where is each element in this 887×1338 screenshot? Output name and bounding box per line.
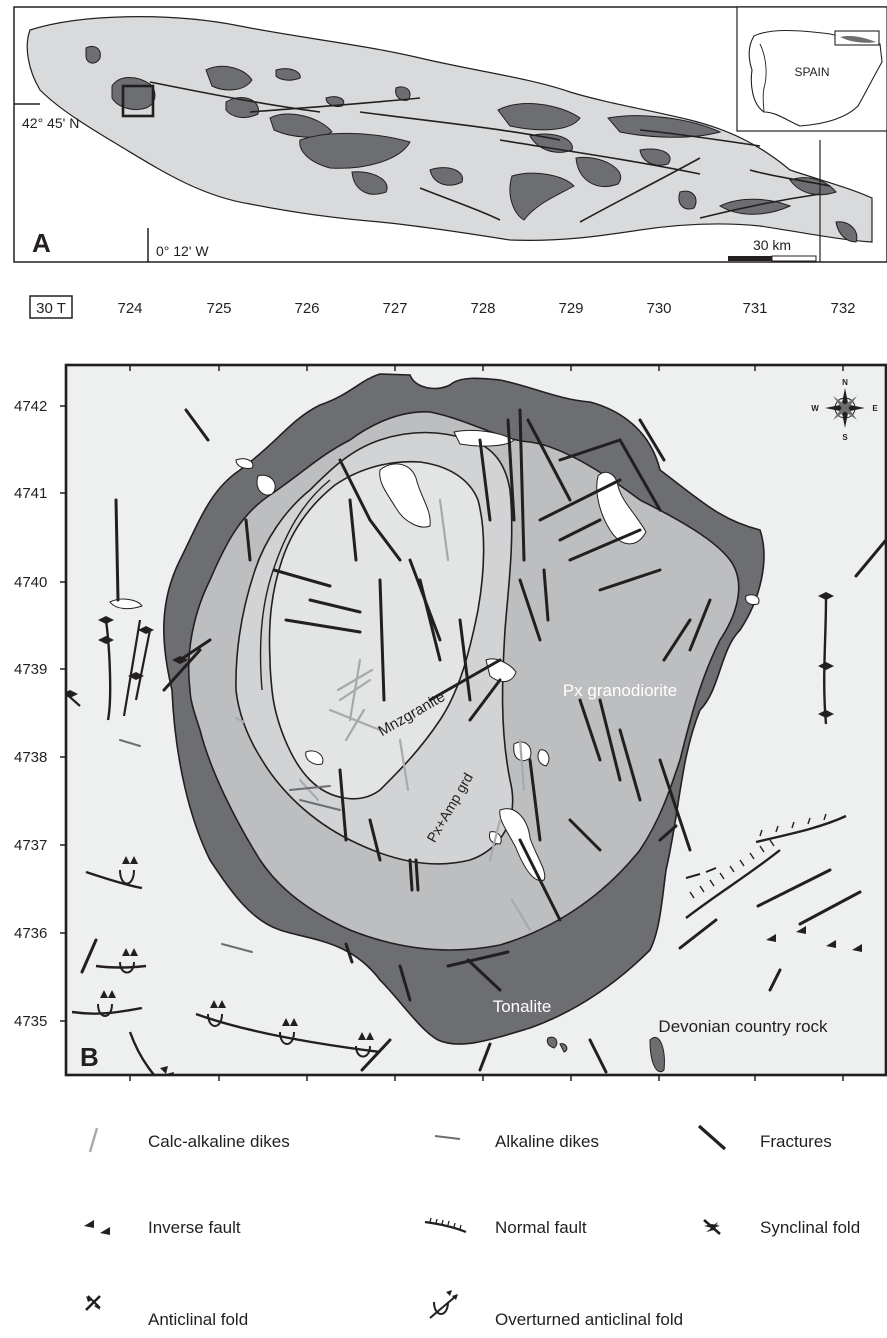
easting-tick: 724 (117, 300, 142, 317)
fold-arrows-on-map (66, 592, 834, 1075)
px-granodiorite-label: Px granodiorite (563, 681, 677, 700)
panel-b-letter: B (80, 1042, 99, 1072)
fractures (80, 408, 886, 1074)
anticlinal-fold-symbol (85, 1295, 101, 1311)
compass-east: E (872, 404, 878, 413)
northing-tick: 4735 (14, 1013, 47, 1030)
easting-tick: 727 (382, 300, 407, 317)
fold-symbols-on-map (97, 869, 371, 1058)
alkaline-dikes-on-map (119, 739, 341, 953)
compass-rose: N S E W (811, 378, 878, 442)
legend-label: Anticlinal fold (148, 1310, 248, 1329)
utm-zone-box (29, 295, 73, 319)
northing-tick: 4737 (14, 837, 47, 854)
frame-ticks (60, 365, 844, 1081)
legend-item-calc-alkaline-dikes: Calc-alkaline dikes (88, 1127, 290, 1153)
northing-tick: 4739 (14, 661, 47, 678)
legend-label: Alkaline dikes (495, 1132, 599, 1151)
inverse-faults-on-map (766, 926, 862, 952)
fracture-symbol (697, 1124, 727, 1151)
study-area-box (121, 84, 155, 118)
legend: Calc-alkaline dikes Alkaline dikes Fract… (84, 1124, 860, 1329)
easting-tick: 728 (470, 300, 495, 317)
easting-tick: 732 (830, 300, 855, 317)
fold-axis-lines-left (66, 619, 152, 717)
easting-tick: 725 (206, 300, 231, 317)
inset-country-label: SPAIN (794, 65, 829, 79)
overturned-anticlinal-fold-symbol (429, 1290, 458, 1319)
legend-item-alkaline-dikes: Alkaline dikes (434, 1132, 599, 1151)
alkaline-dike-symbol (434, 1135, 461, 1140)
legend-item-overturned-anticlinal-fold: Overturned anticlinal fold (429, 1290, 683, 1329)
scale-bar-label: 30 km (753, 237, 791, 253)
calc-alkaline-dikes-on-map (234, 498, 532, 932)
utm-zone-label: 30 T (36, 300, 66, 317)
longitude-label: 0° 12' W (156, 243, 209, 259)
easting-tick: 729 (558, 300, 583, 317)
panel-a-faults (149, 81, 831, 223)
easting-tick: 730 (646, 300, 671, 317)
legend-label: Synclinal fold (760, 1218, 860, 1237)
tonalite-label: Tonalite (493, 997, 552, 1016)
legend-item-inverse-fault: Inverse fault (84, 1218, 241, 1237)
easting-tick: 726 (294, 300, 319, 317)
iberia-outline (748, 30, 883, 127)
legend-label: Inverse fault (148, 1218, 241, 1237)
northing-tick: 4738 (14, 749, 47, 766)
inverse-fault-symbol (84, 1220, 110, 1235)
legend-label: Normal fault (495, 1218, 587, 1237)
monzogranite-unit (268, 460, 485, 800)
quaternary-patches (109, 429, 760, 882)
compass-north: N (842, 378, 848, 387)
northing-tick: 4740 (14, 574, 47, 591)
legend-label: Fractures (760, 1132, 832, 1151)
panel-b: 30 T 724 725 726 727 728 729 730 731 732… (14, 295, 887, 1081)
synclinal-fold-symbol (703, 1219, 721, 1235)
legend-item-normal-fault: Normal fault (424, 1217, 587, 1237)
inset-map: SPAIN (736, 6, 887, 132)
compass-south: S (842, 433, 848, 442)
northing-tick: 4741 (14, 485, 47, 502)
panel-a: SPAIN 30 km 42° 45' N 0° 12' W A (13, 6, 887, 263)
portugal-border (759, 43, 767, 113)
normal-faults-on-map (685, 813, 847, 919)
northing-tick: 4742 (14, 398, 47, 415)
normal-fault-symbol (424, 1220, 467, 1234)
northing-tick: 4736 (14, 925, 47, 942)
northing-ticks: 4742 4741 4740 4739 4738 4737 4736 4735 (14, 398, 47, 1030)
easting-tick: 731 (742, 300, 767, 317)
country-rock-label: Devonian country rock (658, 1017, 828, 1036)
latitude-label: 42° 45' N (22, 115, 79, 131)
small-outcrops (546, 1036, 665, 1072)
legend-label: Calc-alkaline dikes (148, 1132, 290, 1151)
scale-bar: 30 km (728, 237, 817, 262)
legend-item-anticlinal-fold: Anticlinal fold (85, 1295, 248, 1329)
panel-a-letter: A (32, 228, 51, 258)
calc-alkaline-dike-symbol (88, 1127, 99, 1153)
legend-label: Overturned anticlinal fold (495, 1310, 683, 1329)
legend-item-fractures: Fractures (697, 1124, 832, 1151)
compass-west: W (811, 404, 819, 413)
easting-ticks: 724 725 726 727 728 729 730 731 732 (117, 300, 855, 317)
legend-item-synclinal-fold: Synclinal fold (703, 1218, 860, 1237)
